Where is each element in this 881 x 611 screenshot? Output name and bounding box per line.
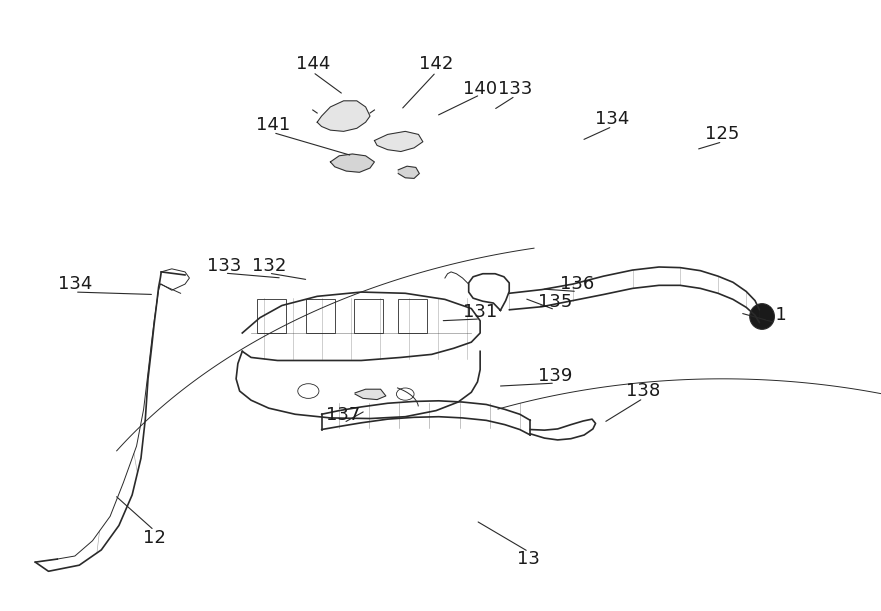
Text: 12: 12 bbox=[143, 529, 166, 547]
Text: 11: 11 bbox=[764, 306, 787, 324]
Bar bbox=[257, 299, 286, 333]
Bar bbox=[306, 299, 335, 333]
Text: 137: 137 bbox=[326, 406, 361, 425]
Text: 133: 133 bbox=[498, 79, 533, 98]
Text: 139: 139 bbox=[537, 367, 573, 385]
Text: 134: 134 bbox=[595, 110, 630, 128]
Text: 135: 135 bbox=[537, 293, 573, 312]
Text: 132: 132 bbox=[251, 257, 286, 275]
Text: 141: 141 bbox=[256, 116, 290, 134]
Polygon shape bbox=[374, 131, 423, 152]
Text: 136: 136 bbox=[560, 275, 594, 293]
Polygon shape bbox=[317, 101, 370, 131]
Bar bbox=[398, 299, 427, 333]
Polygon shape bbox=[398, 166, 419, 178]
Text: 131: 131 bbox=[463, 302, 497, 321]
Polygon shape bbox=[330, 154, 374, 172]
Text: 13: 13 bbox=[517, 550, 540, 568]
Text: 134: 134 bbox=[57, 275, 93, 293]
Text: 142: 142 bbox=[418, 55, 454, 73]
Polygon shape bbox=[355, 389, 386, 400]
Text: 138: 138 bbox=[626, 382, 660, 400]
Ellipse shape bbox=[750, 304, 774, 329]
Text: 125: 125 bbox=[705, 125, 740, 144]
Bar bbox=[354, 299, 383, 333]
Text: 133: 133 bbox=[207, 257, 242, 275]
Text: 144: 144 bbox=[295, 55, 330, 73]
Text: 140: 140 bbox=[463, 79, 497, 98]
